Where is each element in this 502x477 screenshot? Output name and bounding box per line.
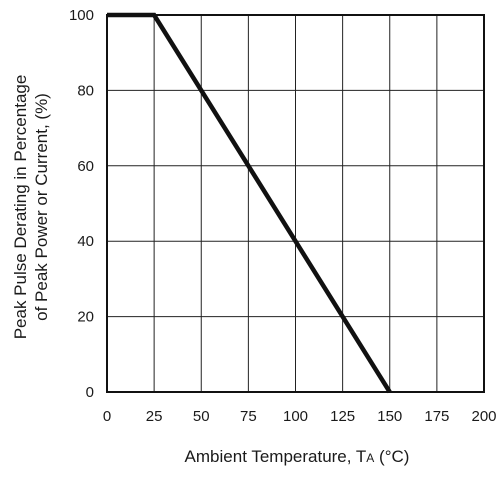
x-tick-label: 50 (193, 408, 210, 425)
y-axis-title-line-1: Peak Pulse Derating in Percentage (11, 75, 30, 340)
x-tick-label: 150 (377, 408, 402, 425)
derating-curve (107, 12, 392, 394)
series-layer (107, 12, 392, 394)
y-tick-label: 80 (77, 82, 94, 99)
x-axis-title-subscript: A (366, 451, 374, 465)
x-axis-title-main: Ambient Temperature, T (185, 447, 367, 466)
y-axis-title-line-2: of Peak Power or Current, (%) (32, 93, 51, 321)
y-tick-label: 20 (77, 309, 94, 326)
x-tick-label: 175 (424, 408, 449, 425)
x-tick-label: 125 (330, 408, 355, 425)
y-tick-label: 40 (77, 233, 94, 250)
x-tick-label: 75 (240, 408, 257, 425)
x-tick-labels: 0 25 50 75 100 125 150 175 200 (103, 408, 497, 425)
y-tick-label: 100 (69, 7, 94, 24)
x-tick-label: 200 (471, 408, 496, 425)
x-tick-label: 25 (146, 408, 163, 425)
plot-frame (106, 14, 485, 393)
x-tick-label: 100 (283, 408, 308, 425)
y-tick-labels: 0 20 40 60 80 100 (69, 7, 94, 401)
x-tick-label: 0 (103, 408, 111, 425)
x-axis-title-unit: (°C) (374, 447, 409, 466)
y-tick-label: 60 (77, 158, 94, 175)
x-axis-title: Ambient Temperature, TA (°C) (185, 447, 410, 466)
y-axis-title: Peak Pulse Derating in Percentage of Pea… (11, 75, 51, 340)
y-tick-label: 0 (86, 384, 94, 401)
grid-layer (107, 15, 484, 392)
